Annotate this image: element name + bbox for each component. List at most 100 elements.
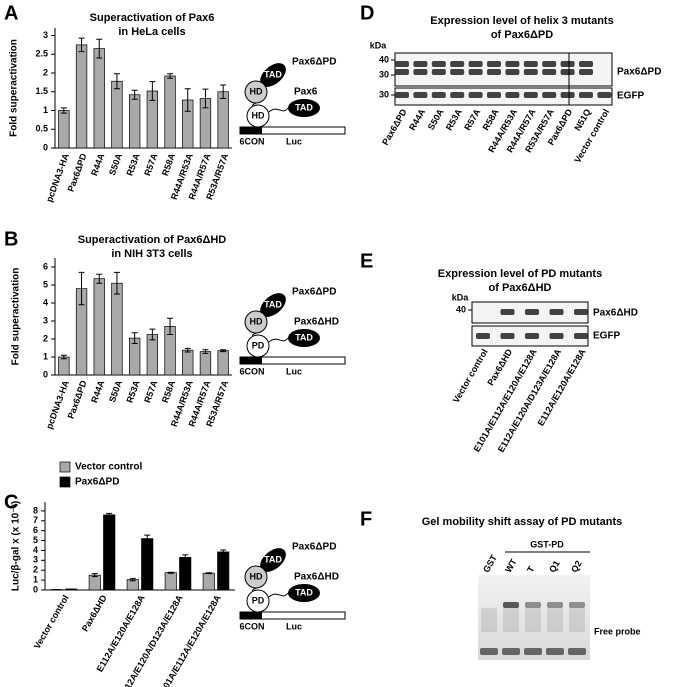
x-tick-label: pcDNA3-HA: [44, 379, 71, 431]
blot-band: [500, 333, 515, 339]
panel-letter: B: [4, 228, 18, 250]
error-bar: [220, 84, 227, 99]
error-bar: [184, 88, 191, 112]
protein-label: Pax6ΔPD: [292, 57, 336, 68]
x-tick-label: S50A: [107, 379, 124, 404]
blot-band: [574, 333, 588, 339]
y-axis-label: Luc/β-gal x (x 10⁻³): [11, 501, 22, 591]
blot-title: of Pax6ΔHD: [489, 282, 552, 294]
error-bar: [205, 572, 212, 575]
blot-band: [476, 333, 490, 339]
blot-band: [413, 69, 428, 75]
blot-band: [505, 69, 520, 75]
protein-label: Pax6ΔPD: [292, 542, 336, 553]
y-tick-label: 1: [33, 574, 38, 584]
domain-label: TAD: [264, 69, 282, 79]
domain-label: TAD: [295, 102, 313, 112]
gel: [478, 575, 590, 660]
bar: [88, 574, 101, 591]
blot-band: [574, 309, 588, 315]
binding-site: [240, 612, 262, 619]
shift-band: [569, 602, 585, 608]
y-tick-label: 6: [33, 525, 38, 535]
y-tick-label: 5: [43, 279, 48, 289]
domain: [244, 80, 268, 104]
x-tick-label: R57A: [142, 152, 159, 178]
error-bar: [149, 328, 156, 341]
unit-label: kDa: [452, 292, 470, 302]
protein-label: Pax6: [294, 87, 318, 98]
chart-title: in NIH 3T3 cells: [111, 248, 192, 260]
blot-band: [413, 61, 428, 67]
blot-band: [523, 69, 538, 75]
blot-band: [549, 309, 564, 315]
y-axis-label: Fold superactivation: [9, 39, 20, 137]
error-bar: [167, 571, 174, 574]
domain-label: TAD: [264, 299, 282, 309]
y-tick-label: 7: [33, 515, 38, 525]
group-label: GST-PD: [530, 539, 564, 549]
error-bar: [129, 577, 136, 582]
site-label: 6CON: [239, 366, 264, 376]
protein-label: Pax6ΔPD: [292, 287, 336, 298]
bar: [111, 282, 123, 376]
site-label: 6CON: [239, 136, 264, 146]
x-tick-label: Pax6ΔHD: [80, 593, 109, 633]
domain-label: TAD: [264, 554, 282, 564]
blot-band: [505, 61, 520, 67]
lane-label: Pax6ΔPD: [380, 107, 409, 147]
error-bar: [220, 349, 227, 353]
error-bar: [220, 549, 227, 555]
domain-label: PD: [252, 595, 265, 605]
blot-band: [487, 92, 501, 98]
error-bar: [202, 88, 209, 109]
marker-label: 30: [379, 69, 389, 79]
y-tick-label: 3: [43, 30, 48, 40]
blot-band: [579, 92, 593, 98]
unit-label: kDa: [370, 40, 388, 50]
blot-band: [560, 92, 575, 98]
bar: [141, 538, 154, 591]
binding-site: [240, 127, 262, 134]
tad: [288, 329, 320, 347]
bar: [93, 278, 105, 376]
y-tick-label: 8: [33, 505, 38, 515]
error-bar: [202, 349, 209, 354]
x-tick-label: R58A: [160, 379, 177, 405]
marker-label: 40: [379, 54, 389, 64]
blot-label: EGFP: [617, 91, 645, 102]
lane-label: Q2: [569, 559, 584, 574]
blot-strip: [394, 87, 613, 106]
error-bar: [78, 37, 85, 53]
y-tick-label: 4: [33, 545, 38, 555]
legend-label: Pax6ΔPD: [75, 477, 119, 488]
blot-band: [523, 61, 538, 67]
reporter-label: Luc: [286, 136, 302, 146]
y-tick-label: 0.5: [35, 124, 48, 134]
bar: [111, 80, 123, 149]
y-tick-label: 0: [43, 369, 48, 379]
error-bar: [131, 332, 138, 344]
probe-band: [502, 648, 520, 655]
y-tick-label: 3: [33, 555, 38, 565]
blot-band: [542, 69, 557, 75]
blot-band: [450, 61, 465, 67]
smear: [481, 608, 497, 632]
smear: [525, 608, 541, 632]
chart-title: Superactivation of Pax6: [90, 12, 215, 24]
shift-band: [547, 602, 563, 608]
bar: [75, 44, 88, 149]
blot-title: Expression level of PD mutants: [438, 268, 602, 280]
blot-band: [500, 309, 515, 315]
blot-band: [560, 69, 575, 75]
blot-label: EGFP: [593, 331, 621, 342]
error-bar: [96, 273, 103, 284]
panel-letter: F: [360, 508, 372, 530]
y-tick-label: 0: [33, 584, 38, 594]
error-bar: [96, 38, 103, 59]
y-tick-label: 3: [43, 315, 48, 325]
smear: [569, 608, 585, 632]
smear: [503, 608, 519, 632]
blot-band: [468, 69, 483, 75]
smear: [547, 608, 563, 632]
